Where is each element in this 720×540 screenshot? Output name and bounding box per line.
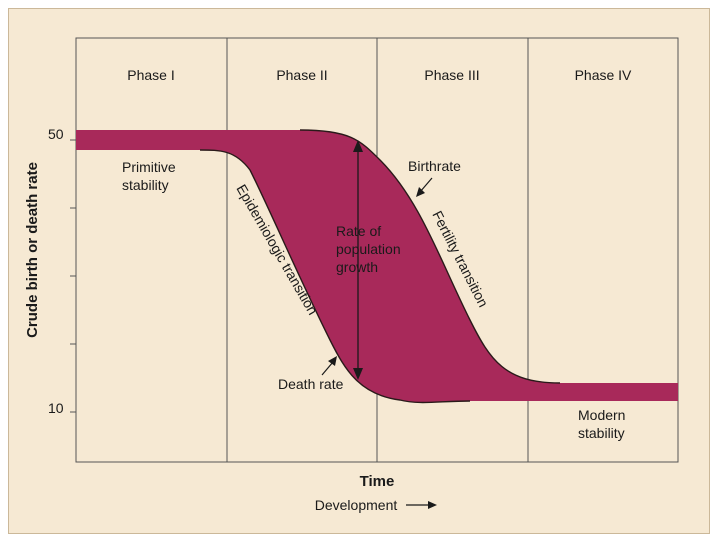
birthrate-curve xyxy=(299,129,561,384)
growth-arrow-head-up xyxy=(353,140,363,152)
phase-2-label: Phase II xyxy=(276,67,327,83)
death-rate-pointer-line xyxy=(321,361,334,376)
x-axis-subtitle: Development xyxy=(315,497,398,513)
rate-label-line2: population xyxy=(336,241,401,257)
y-tick-label-10: 10 xyxy=(48,400,64,416)
primitive-label-line1: Primitive xyxy=(122,159,176,175)
phase-1-label: Phase I xyxy=(127,67,174,83)
rate-label-line3: growth xyxy=(336,259,378,275)
death-rate-pointer-head xyxy=(328,356,337,366)
modern-label-line1: Modern xyxy=(578,407,625,423)
death-rate-label: Death rate xyxy=(278,376,344,392)
rate-label-line1: Rate of xyxy=(336,223,381,239)
x-axis-title: Time xyxy=(360,473,395,490)
population-growth-band xyxy=(76,130,678,403)
phase-4-label: Phase IV xyxy=(575,67,632,83)
modern-label-line2: stability xyxy=(578,425,625,441)
primitive-label-line2: stability xyxy=(122,177,169,193)
birthrate-pointer-head xyxy=(416,187,425,197)
birthrate-label: Birthrate xyxy=(408,158,461,174)
y-tick-label-50: 50 xyxy=(48,126,64,142)
death-rate-curve xyxy=(199,149,471,404)
y-axis-title: Crude birth or death rate xyxy=(24,162,41,338)
growth-arrow-head-down xyxy=(353,368,363,380)
phase-3-label: Phase III xyxy=(424,67,479,83)
birthrate-pointer-line xyxy=(419,177,433,193)
development-arrow-head xyxy=(428,501,437,509)
